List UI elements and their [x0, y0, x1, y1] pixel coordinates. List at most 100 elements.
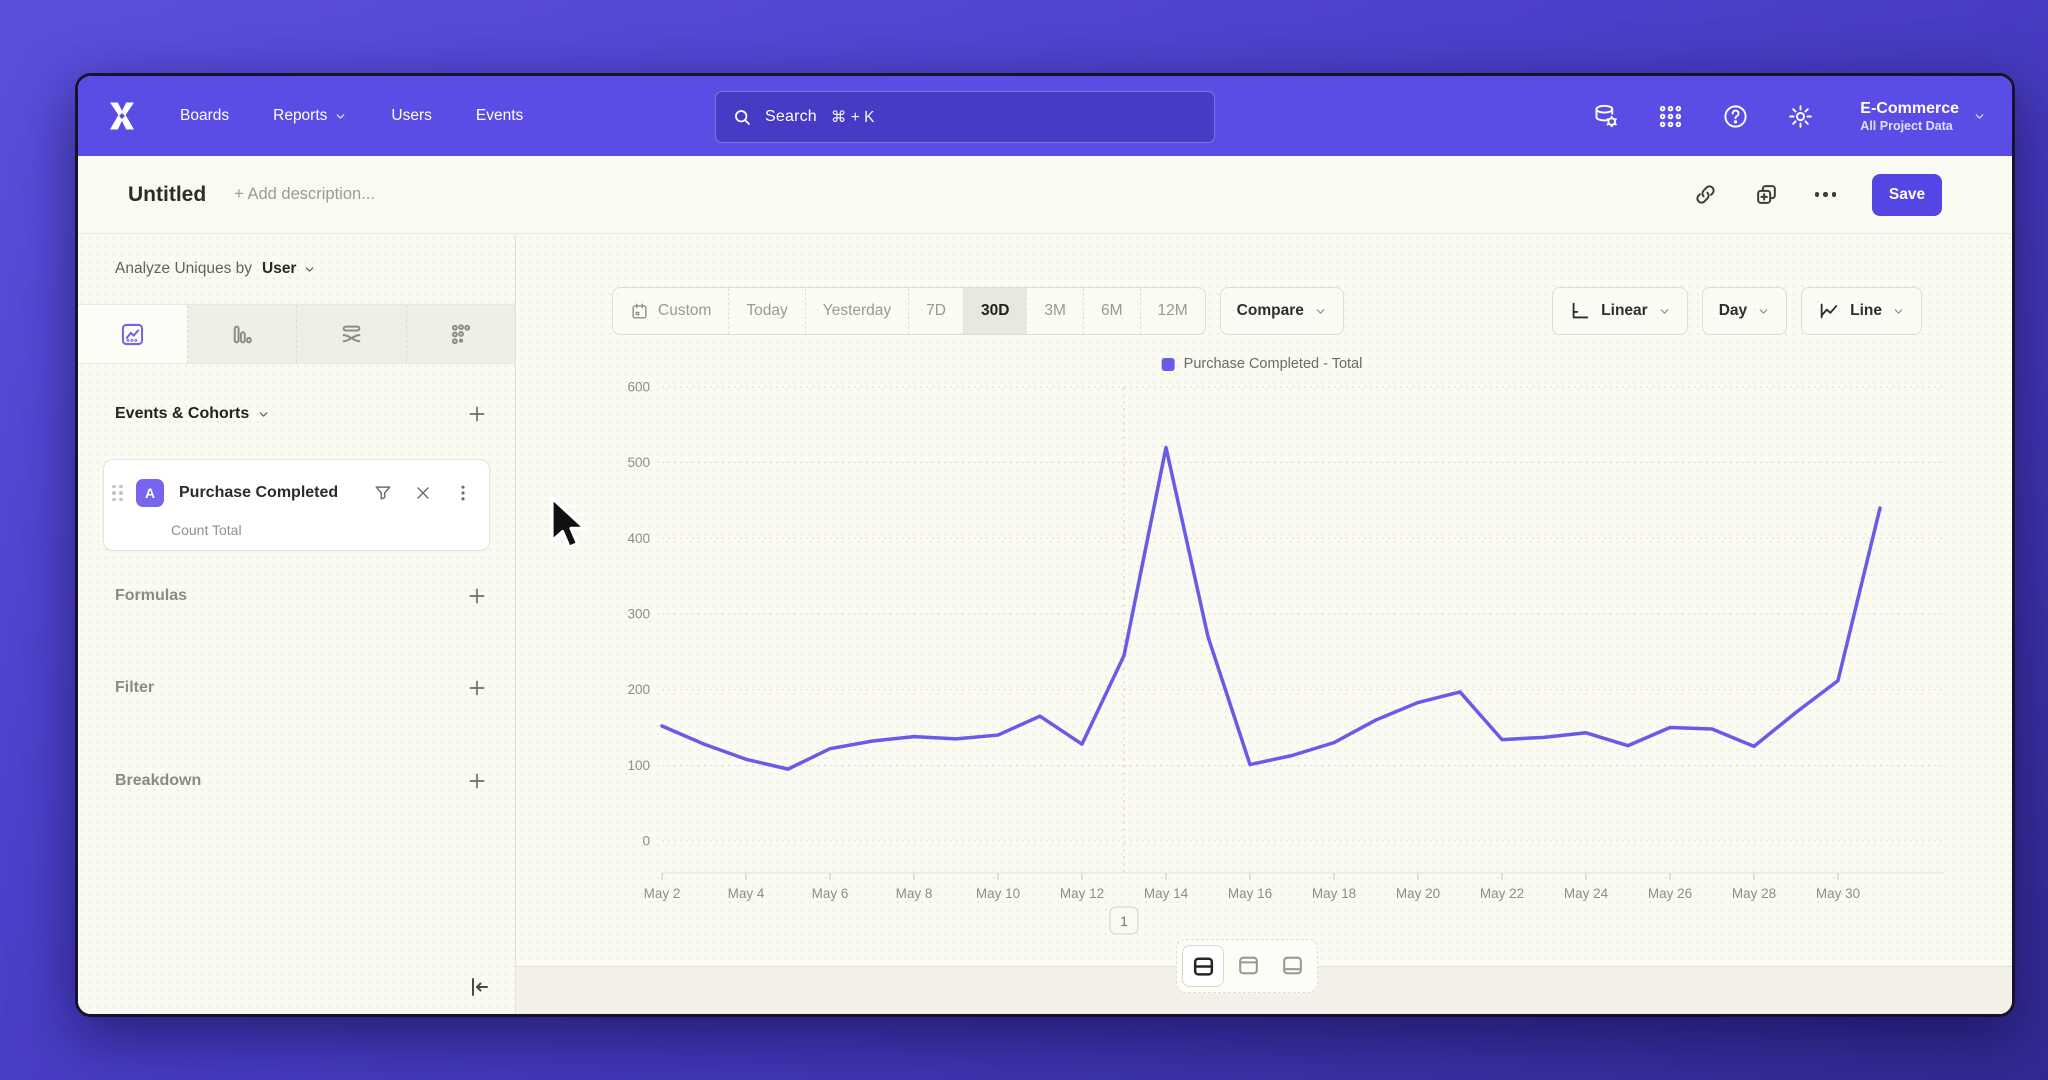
- add-filter-button[interactable]: [467, 678, 487, 698]
- formulas-label: Formulas: [115, 587, 188, 604]
- visualization-tabs: [78, 305, 515, 364]
- chevron-down-icon: [337, 113, 345, 119]
- mouse-cursor: [550, 496, 587, 549]
- layout-focus-bottom-button[interactable]: [1272, 945, 1312, 985]
- svg-text:May 16: May 16: [1228, 886, 1272, 901]
- filter-label: Filter: [115, 679, 155, 696]
- layout-focus-top-button[interactable]: [1228, 945, 1268, 985]
- filter-funnel-icon[interactable]: [373, 483, 393, 503]
- legend-label: Purchase Completed - Total: [1183, 356, 1363, 372]
- chevron-down-icon: [259, 411, 268, 417]
- svg-text:600: 600: [627, 380, 650, 395]
- chart-type-dropdown[interactable]: Line: [1801, 287, 1922, 335]
- report-title[interactable]: Untitled: [128, 182, 207, 206]
- copy-link-icon[interactable]: [1693, 182, 1718, 207]
- analyze-entity-dropdown[interactable]: User: [262, 260, 297, 277]
- chevron-down-icon: [1660, 308, 1669, 314]
- remove-event-icon[interactable]: [413, 483, 433, 503]
- svg-text:May 8: May 8: [896, 886, 933, 901]
- range-3m[interactable]: 3M: [1026, 288, 1083, 334]
- tab-line-chart[interactable]: [78, 305, 188, 363]
- flow-sankey-icon: [342, 325, 361, 342]
- add-formula-button[interactable]: [467, 586, 487, 606]
- bar-chart-icon: [233, 325, 252, 343]
- nav-item-reports[interactable]: Reports: [273, 107, 347, 125]
- collapse-left-icon: [472, 978, 488, 996]
- help-icon[interactable]: [1722, 103, 1749, 130]
- mixpanel-logo-icon[interactable]: [104, 98, 140, 134]
- split-rows-icon: [1193, 956, 1213, 976]
- query-sidebar: Analyze Uniques by User: [78, 234, 516, 1014]
- svg-text:May 10: May 10: [976, 886, 1020, 901]
- event-card[interactable]: A Purchase Completed Count Total: [103, 459, 490, 551]
- layout-split-rows-button[interactable]: [1182, 945, 1224, 987]
- focus-bottom-icon: [1282, 956, 1302, 974]
- duplicate-icon[interactable]: [1754, 182, 1779, 207]
- range-30d[interactable]: 30D: [962, 288, 1027, 334]
- event-name[interactable]: Purchase Completed: [179, 484, 339, 501]
- range-custom[interactable]: Custom: [613, 288, 728, 334]
- project-subtitle: All Project Data: [1860, 118, 1953, 133]
- nav-item-boards[interactable]: Boards: [180, 107, 230, 124]
- settings-gear-icon[interactable]: [1787, 103, 1814, 130]
- analyze-label: Analyze Uniques by: [115, 260, 252, 277]
- events-cohorts-title[interactable]: Events & Cohorts: [115, 405, 270, 423]
- line-chart[interactable]: 0 100 200 300 400 500 600 May 2 May 4 May 6 May 8 M…: [596, 379, 1976, 939]
- tab-bar-chart[interactable]: [187, 305, 297, 363]
- date-range-group: Custom Today Yesterday 7D 30D 3M 6M 12M: [612, 287, 1206, 335]
- event-aggregation[interactable]: Count Total: [171, 522, 242, 538]
- analyze-uniques-row: Analyze Uniques by User: [78, 234, 515, 305]
- range-today[interactable]: Today: [728, 288, 804, 334]
- report-header: Untitled + Add description... Save: [78, 156, 2012, 234]
- svg-text:300: 300: [627, 607, 650, 622]
- kebab-menu-icon[interactable]: [453, 483, 473, 503]
- range-12m[interactable]: 12M: [1139, 288, 1205, 334]
- svg-text:400: 400: [627, 531, 650, 546]
- data-management-icon[interactable]: [1592, 103, 1619, 130]
- svg-text:May 18: May 18: [1312, 886, 1356, 901]
- chart-legend: Purchase Completed - Total: [1161, 356, 1363, 372]
- more-options-button[interactable]: [1814, 192, 1836, 197]
- tab-scatter[interactable]: [406, 305, 515, 363]
- focus-top-icon: [1238, 956, 1258, 974]
- save-button[interactable]: Save: [1872, 173, 1942, 216]
- events-cohorts-header: Events & Cohorts: [78, 396, 515, 432]
- chart-display-controls: Linear Day Line: [1552, 287, 1922, 335]
- add-breakdown-button[interactable]: [467, 771, 487, 791]
- scale-dropdown[interactable]: Linear: [1552, 287, 1688, 335]
- scatter-dots-icon: [452, 323, 471, 344]
- nav-item-users[interactable]: Users: [391, 107, 432, 124]
- date-range-controls: Custom Today Yesterday 7D 30D 3M 6M 12M …: [612, 287, 1344, 335]
- svg-text:1: 1: [1120, 913, 1128, 929]
- linear-axis-icon: [1572, 302, 1589, 319]
- add-description-field[interactable]: + Add description...: [234, 185, 375, 203]
- add-event-button[interactable]: [467, 404, 487, 424]
- search-input[interactable]: Search ⌘ + K: [715, 91, 1215, 143]
- interval-dropdown[interactable]: Day: [1701, 287, 1788, 335]
- nav-item-events[interactable]: Events: [475, 107, 524, 124]
- range-yesterday[interactable]: Yesterday: [804, 288, 908, 334]
- search-icon: [735, 109, 751, 125]
- svg-text:200: 200: [627, 682, 650, 697]
- compare-button[interactable]: Compare: [1219, 287, 1344, 335]
- collapse-sidebar-button[interactable]: [467, 975, 493, 1001]
- svg-text:May 22: May 22: [1480, 886, 1524, 901]
- apps-grid-icon[interactable]: [1657, 103, 1684, 130]
- chevron-down-icon: [1316, 308, 1325, 314]
- svg-text:0: 0: [642, 834, 650, 849]
- line-type-icon: [1820, 303, 1838, 319]
- project-selector[interactable]: E-Commerce All Project Data: [1860, 99, 1986, 134]
- search-placeholder: Search: [765, 108, 817, 125]
- layout-switcher: [1176, 939, 1318, 993]
- top-nav: Boards Reports Users Events Search ⌘ + K: [78, 76, 2012, 156]
- svg-text:May 12: May 12: [1060, 886, 1104, 901]
- range-7d[interactable]: 7D: [908, 288, 963, 334]
- tab-flow[interactable]: [297, 305, 407, 363]
- chevron-down-icon: [1759, 308, 1768, 314]
- drag-handle[interactable]: [112, 484, 126, 502]
- svg-text:May 14: May 14: [1144, 886, 1189, 901]
- chart-canvas: Custom Today Yesterday 7D 30D 3M 6M 12M …: [516, 234, 2012, 1014]
- range-6m[interactable]: 6M: [1082, 288, 1140, 334]
- chevron-down-icon: [1975, 113, 1984, 119]
- search-shortcut: ⌘ + K: [830, 108, 875, 126]
